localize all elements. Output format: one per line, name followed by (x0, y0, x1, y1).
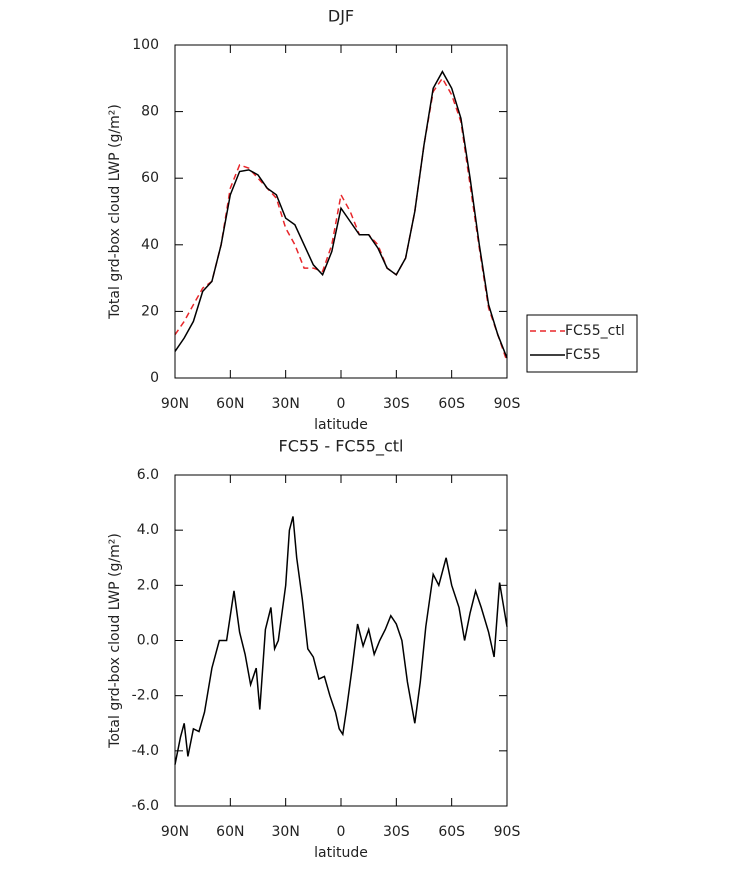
y-tick-label: 80 (141, 104, 159, 120)
legend-label: FC55_ctl (565, 323, 625, 339)
x-tick-label: 0 (337, 824, 346, 840)
y-tick-label: 40 (141, 237, 159, 253)
y-tick-label: -4.0 (132, 743, 159, 759)
data-line (174, 516, 508, 765)
x-tick-label: 90N (161, 396, 189, 412)
y-tick-label: -2.0 (132, 688, 159, 704)
x-axis-label: latitude (314, 845, 368, 861)
chart-title: FC55 - FC55_ctl (279, 437, 404, 457)
x-tick-label: 30N (272, 396, 300, 412)
y-tick-label: 60 (141, 170, 159, 186)
y-tick-label: 20 (141, 303, 159, 319)
x-tick-label: 60S (438, 824, 465, 840)
y-tick-label: 6.0 (137, 467, 159, 483)
chart-title: DJF (328, 7, 354, 26)
legend-box (526, 314, 638, 373)
x-tick-label: 0 (337, 396, 346, 412)
plot-frame (174, 474, 508, 807)
x-tick-label: 60S (438, 396, 465, 412)
x-tick-label: 30S (383, 824, 410, 840)
y-tick-label: 4.0 (137, 522, 159, 538)
x-tick-label: 30N (272, 824, 300, 840)
y-tick-label: -6.0 (132, 798, 159, 814)
x-tick-label: 90S (494, 396, 521, 412)
y-axis-label: Total grd-box cloud LWP (g/m²) (107, 533, 123, 749)
x-tick-label: 30S (383, 396, 410, 412)
y-tick-label: 100 (132, 37, 159, 53)
x-tick-label: 60N (216, 396, 244, 412)
y-tick-label: 0 (150, 370, 159, 386)
data-line (174, 76, 508, 362)
y-tick-label: 2.0 (137, 577, 159, 593)
legend-label: FC55 (565, 347, 601, 363)
x-tick-label: 90N (161, 824, 189, 840)
y-axis-label: Total grd-box cloud LWP (g/m²) (107, 104, 123, 320)
x-axis-label: latitude (314, 417, 368, 433)
x-tick-label: 90S (494, 824, 521, 840)
y-tick-label: 0.0 (137, 633, 159, 649)
x-tick-label: 60N (216, 824, 244, 840)
data-line (174, 70, 508, 359)
plot-frame (174, 44, 508, 379)
